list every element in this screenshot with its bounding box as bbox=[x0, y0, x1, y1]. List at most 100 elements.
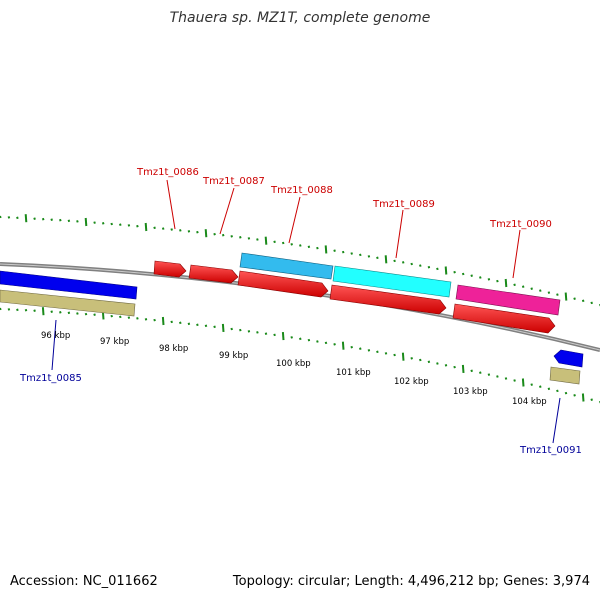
label-leader bbox=[219, 187, 235, 235]
minor-tick bbox=[16, 308, 19, 312]
minor-tick bbox=[487, 373, 491, 376]
minor-tick bbox=[67, 311, 71, 315]
minor-tick bbox=[513, 283, 516, 287]
gene-bar-magenta[interactable] bbox=[455, 284, 561, 316]
kbp-tick-label: 103 kbp bbox=[453, 387, 488, 397]
cds-arrow[interactable] bbox=[237, 270, 329, 298]
minor-tick bbox=[16, 216, 19, 220]
major-tick bbox=[461, 364, 465, 373]
minor-tick bbox=[59, 218, 62, 222]
gene-label[interactable]: Tmz1t_0090 bbox=[489, 219, 552, 230]
minor-tick bbox=[419, 358, 422, 362]
kbp-tick-label: 99 kbp bbox=[219, 351, 248, 361]
minor-tick bbox=[101, 222, 105, 225]
gene-bar-khaki[interactable] bbox=[549, 366, 581, 385]
major-tick bbox=[144, 222, 148, 232]
minor-tick bbox=[556, 389, 559, 393]
gene-bar-blue[interactable] bbox=[0, 270, 138, 300]
minor-tick bbox=[119, 315, 122, 319]
minor-tick bbox=[273, 333, 276, 337]
kbp-tick-label: 96 kbp bbox=[41, 331, 70, 341]
gene-arrow-blue[interactable] bbox=[553, 349, 584, 368]
minor-tick bbox=[573, 394, 576, 397]
minor-tick bbox=[496, 279, 499, 283]
minor-tick bbox=[273, 240, 276, 244]
minor-tick bbox=[376, 350, 379, 354]
label-leader bbox=[512, 229, 521, 279]
minor-tick bbox=[410, 357, 413, 360]
label-leader bbox=[395, 209, 404, 259]
minor-tick bbox=[0, 215, 2, 219]
kbp-tick-label: 102 kbp bbox=[394, 377, 429, 387]
minor-tick bbox=[93, 221, 96, 224]
minor-tick bbox=[50, 218, 53, 221]
minor-tick bbox=[444, 364, 448, 367]
minor-tick bbox=[230, 327, 233, 331]
minor-tick bbox=[367, 255, 371, 258]
cds-arrow[interactable] bbox=[329, 284, 447, 315]
minor-tick bbox=[341, 250, 345, 254]
gene-label[interactable]: Tmz1t_0091 bbox=[519, 445, 582, 456]
minor-tick bbox=[110, 314, 113, 318]
cds-arrow[interactable] bbox=[452, 303, 556, 334]
minor-tick bbox=[290, 243, 293, 246]
cds-arrow[interactable] bbox=[188, 264, 239, 284]
minor-tick bbox=[50, 310, 53, 313]
gene-label[interactable]: Tmz1t_0089 bbox=[372, 199, 435, 210]
cds-arrow[interactable] bbox=[153, 260, 187, 278]
minor-tick bbox=[84, 312, 88, 316]
minor-tick bbox=[136, 317, 139, 320]
gene-bar-khaki[interactable] bbox=[0, 289, 136, 317]
minor-tick bbox=[427, 360, 431, 364]
accession-label: Accession: NC_011662 bbox=[10, 574, 158, 589]
minor-tick bbox=[539, 385, 542, 388]
major-tick bbox=[384, 255, 388, 264]
minor-tick bbox=[76, 312, 79, 315]
gene-label[interactable]: Tmz1t_0086 bbox=[136, 167, 199, 178]
minor-tick bbox=[221, 233, 225, 237]
minor-tick bbox=[127, 224, 131, 227]
minor-tick bbox=[513, 379, 516, 382]
major-tick bbox=[401, 352, 405, 361]
minor-tick bbox=[299, 337, 302, 341]
minor-tick bbox=[93, 313, 96, 316]
minor-tick bbox=[530, 287, 533, 290]
minor-tick bbox=[307, 245, 311, 249]
kbp-tick-label: 101 kbp bbox=[336, 368, 371, 378]
major-tick bbox=[504, 278, 508, 288]
minor-tick bbox=[119, 223, 122, 226]
gene-label[interactable]: Tmz1t_0087 bbox=[202, 176, 265, 187]
minor-tick bbox=[427, 265, 431, 269]
minor-tick bbox=[556, 293, 559, 296]
minor-tick bbox=[333, 249, 336, 252]
minor-tick bbox=[487, 278, 491, 281]
minor-tick bbox=[333, 343, 336, 346]
minor-tick bbox=[239, 328, 242, 332]
minor-tick bbox=[367, 349, 371, 352]
gene-label[interactable]: Tmz1t_0085 bbox=[19, 373, 82, 384]
kbp-tick-label: 98 kbp bbox=[159, 344, 188, 354]
minor-tick bbox=[359, 253, 362, 257]
minor-tick bbox=[41, 217, 45, 221]
minor-tick bbox=[470, 369, 473, 373]
minor-tick bbox=[350, 345, 353, 349]
major-tick bbox=[444, 266, 448, 275]
minor-tick bbox=[453, 365, 456, 369]
minor-tick bbox=[299, 244, 302, 247]
minor-tick bbox=[230, 235, 233, 238]
major-tick bbox=[41, 307, 45, 316]
minor-tick bbox=[479, 371, 482, 374]
minor-tick bbox=[196, 323, 199, 327]
minor-tick bbox=[187, 322, 191, 326]
minor-tick bbox=[470, 274, 473, 277]
kbp-tick-label: 100 kbp bbox=[276, 359, 311, 369]
gene-label[interactable]: Tmz1t_0088 bbox=[270, 185, 333, 196]
major-tick bbox=[161, 316, 165, 326]
minor-tick bbox=[7, 308, 11, 311]
genome-summary: Topology: circular; Length: 4,496,212 bp… bbox=[232, 574, 590, 589]
major-tick bbox=[264, 236, 268, 245]
minor-tick bbox=[453, 270, 456, 274]
gene-bar-cyan[interactable] bbox=[332, 265, 452, 298]
gene-bar-skyblue[interactable] bbox=[239, 252, 334, 280]
